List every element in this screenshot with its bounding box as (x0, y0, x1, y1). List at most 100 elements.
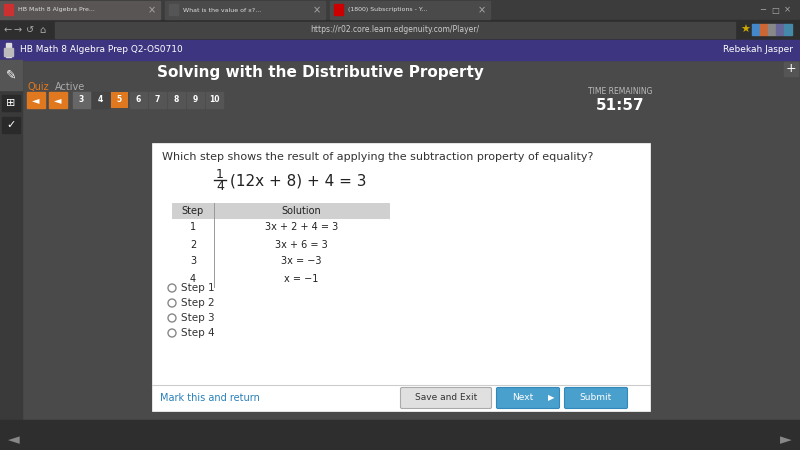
Bar (172, 236, 389, 253)
Text: 8: 8 (174, 95, 179, 104)
Bar (130, 92, 147, 108)
Text: ★: ★ (740, 25, 750, 35)
Text: 2: 2 (190, 239, 196, 249)
Bar (784, 24, 792, 35)
Bar (784, 62, 798, 76)
Bar (111, 92, 128, 108)
Text: 9: 9 (193, 95, 198, 104)
Bar (334, 4, 343, 15)
Bar (2, 95, 20, 111)
Bar (73, 92, 90, 108)
Bar (168, 92, 185, 108)
Text: ⌂: ⌂ (39, 25, 45, 35)
Text: 3x = −3: 3x = −3 (282, 256, 322, 266)
Text: ✓: ✓ (6, 120, 16, 130)
Text: HB Math 8 Algebra Pre...: HB Math 8 Algebra Pre... (18, 8, 95, 13)
Bar (768, 24, 776, 35)
Text: What is the value of x?...: What is the value of x?... (183, 8, 262, 13)
Bar (0, 1, 160, 19)
Text: 4: 4 (190, 274, 196, 284)
FancyBboxPatch shape (565, 387, 627, 409)
Bar (92, 92, 109, 108)
Text: ×: × (478, 5, 486, 15)
Text: 1: 1 (216, 168, 224, 181)
Bar (0, 0, 800, 20)
Bar (0, 420, 800, 450)
Text: Step 3: Step 3 (181, 313, 214, 323)
Bar (172, 203, 389, 219)
Text: 1: 1 (190, 222, 196, 233)
Text: Solution: Solution (282, 206, 322, 216)
Text: Step 4: Step 4 (181, 328, 214, 338)
Text: ►: ► (780, 432, 792, 447)
Bar (2, 117, 20, 133)
Text: Which step shows the result of applying the subtraction property of equality?: Which step shows the result of applying … (162, 152, 594, 162)
Text: ↺: ↺ (26, 25, 34, 35)
Bar (165, 1, 325, 19)
Text: Step 1: Step 1 (181, 283, 214, 293)
Text: 5: 5 (117, 95, 122, 104)
Text: Mark this and return: Mark this and return (160, 393, 260, 403)
Text: (12x + 8) + 4 = 3: (12x + 8) + 4 = 3 (230, 174, 366, 189)
Text: 4: 4 (216, 180, 224, 193)
Bar (172, 219, 389, 236)
Text: Next: Next (512, 393, 534, 402)
Text: ←: ← (4, 25, 12, 35)
Text: ◄: ◄ (8, 432, 20, 447)
Bar (4, 4, 13, 15)
Text: −: − (759, 5, 766, 14)
Bar (0, 20, 800, 40)
Text: ◄: ◄ (54, 95, 62, 105)
Bar (0, 60, 22, 450)
Text: ×: × (313, 5, 321, 15)
Text: ×: × (783, 5, 790, 14)
Text: ×: × (148, 5, 156, 15)
Text: 3x + 6 = 3: 3x + 6 = 3 (275, 239, 328, 249)
FancyBboxPatch shape (401, 387, 491, 409)
Bar (760, 24, 768, 35)
Text: ▶: ▶ (548, 393, 554, 402)
Text: →: → (14, 25, 22, 35)
Text: 3x + 2 + 4 = 3: 3x + 2 + 4 = 3 (265, 222, 338, 233)
Text: 51:57: 51:57 (596, 98, 644, 112)
Bar (55, 22, 735, 38)
Bar (27, 92, 45, 108)
Bar (172, 270, 389, 287)
Text: ✎: ✎ (6, 68, 16, 81)
Bar (149, 92, 166, 108)
Text: 3: 3 (79, 95, 84, 104)
Bar (0, 40, 800, 60)
Text: https://r02.core.learn.edgenuity.com/Player/: https://r02.core.learn.edgenuity.com/Pla… (310, 26, 479, 35)
Bar (4, 48, 13, 56)
Text: Step 2: Step 2 (181, 298, 214, 308)
Text: Step: Step (182, 206, 204, 216)
Text: HB Math 8 Algebra Prep Q2-OS0710: HB Math 8 Algebra Prep Q2-OS0710 (20, 45, 182, 54)
FancyBboxPatch shape (497, 387, 559, 409)
Text: 6: 6 (136, 95, 141, 104)
Text: □: □ (771, 5, 779, 14)
Text: ⊞: ⊞ (6, 98, 16, 108)
Bar (752, 24, 760, 35)
Text: (1800) Subscriptions - Y...: (1800) Subscriptions - Y... (348, 8, 427, 13)
Text: ◄: ◄ (32, 95, 40, 105)
Text: x = −1: x = −1 (284, 274, 318, 284)
Bar (169, 4, 178, 15)
Bar (6, 43, 11, 57)
Text: 7: 7 (155, 95, 160, 104)
Text: 3: 3 (190, 256, 196, 266)
Bar (187, 92, 204, 108)
Text: 4: 4 (98, 95, 103, 104)
Text: Solving with the Distributive Property: Solving with the Distributive Property (157, 64, 484, 80)
Bar (49, 92, 67, 108)
Text: Save and Exit: Save and Exit (415, 393, 477, 402)
Text: +: + (786, 63, 796, 76)
Text: Quiz: Quiz (27, 82, 49, 92)
Bar (206, 92, 223, 108)
Text: Active: Active (55, 82, 86, 92)
Text: Submit: Submit (580, 393, 612, 402)
Text: 10: 10 (210, 95, 220, 104)
Text: TIME REMAINING: TIME REMAINING (588, 87, 652, 96)
Bar (330, 1, 490, 19)
Bar (152, 143, 650, 411)
Bar (172, 253, 389, 270)
